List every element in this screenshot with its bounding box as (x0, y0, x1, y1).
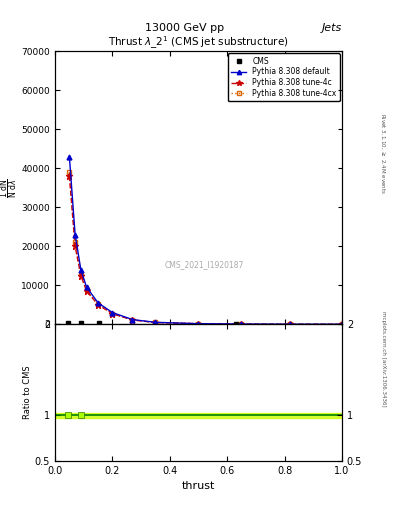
Pythia 8.308 tune-4c (288, 321, 293, 327)
Pythia 8.308 default (130, 316, 135, 323)
Pythia 8.308 tune-4c (153, 319, 158, 326)
CMS (79, 320, 83, 326)
CMS (97, 320, 102, 326)
CMS (66, 320, 70, 326)
Pythia 8.308 default (153, 319, 158, 326)
Pythia 8.308 tune-4cx (67, 169, 72, 175)
Pythia 8.308 tune-4c (110, 311, 115, 317)
Text: CMS_2021_I1920187: CMS_2021_I1920187 (165, 260, 244, 269)
Pythia 8.308 tune-4cx (239, 321, 244, 327)
Text: 13000 GeV pp: 13000 GeV pp (145, 23, 224, 33)
Pythia 8.308 default (79, 267, 83, 273)
Legend: CMS, Pythia 8.308 default, Pythia 8.308 tune-4c, Pythia 8.308 tune-4cx: CMS, Pythia 8.308 default, Pythia 8.308 … (228, 53, 340, 101)
Pythia 8.308 tune-4cx (110, 310, 115, 316)
Pythia 8.308 tune-4cx (196, 321, 201, 327)
Pythia 8.308 tune-4c (84, 288, 89, 294)
Pythia 8.308 tune-4cx (84, 287, 89, 293)
Pythia 8.308 default (67, 154, 72, 160)
X-axis label: thrust: thrust (182, 481, 215, 491)
Pythia 8.308 tune-4cx (130, 317, 135, 323)
Text: Jets: Jets (321, 23, 342, 33)
Pythia 8.308 default (73, 231, 77, 238)
Pythia 8.308 default (340, 321, 344, 327)
Text: Rivet 3.1.10, $\geq$ 2.4M events: Rivet 3.1.10, $\geq$ 2.4M events (379, 113, 387, 194)
Pythia 8.308 tune-4cx (153, 319, 158, 326)
Line: CMS: CMS (66, 321, 238, 326)
Pythia 8.308 tune-4c (130, 317, 135, 323)
Pythia 8.308 tune-4cx (79, 270, 83, 276)
Text: mcplots.cern.ch [arXiv:1306.3436]: mcplots.cern.ch [arXiv:1306.3436] (381, 311, 386, 406)
Pythia 8.308 tune-4cx (288, 321, 293, 327)
Pythia 8.308 default (110, 309, 115, 315)
CMS (233, 321, 238, 327)
Pythia 8.308 default (96, 300, 101, 306)
Pythia 8.308 tune-4cx (340, 321, 344, 327)
Pythia 8.308 tune-4cx (73, 239, 77, 245)
Pythia 8.308 default (288, 321, 293, 327)
Pythia 8.308 tune-4c (340, 321, 344, 327)
Y-axis label: $\frac{1}{\mathrm{N}} \frac{\mathrm{d}\mathrm{N}}{\mathrm{d}\lambda}$: $\frac{1}{\mathrm{N}} \frac{\mathrm{d}\m… (0, 178, 20, 198)
Pythia 8.308 tune-4c (67, 173, 72, 179)
Pythia 8.308 tune-4c (73, 243, 77, 249)
Pythia 8.308 tune-4c (239, 321, 244, 327)
Pythia 8.308 tune-4cx (96, 301, 101, 307)
Title: Thrust $\lambda\_2^1$ (CMS jet substructure): Thrust $\lambda\_2^1$ (CMS jet substruct… (108, 35, 289, 51)
Line: Pythia 8.308 default: Pythia 8.308 default (67, 154, 344, 327)
Pythia 8.308 default (239, 321, 244, 327)
Pythia 8.308 default (84, 284, 89, 290)
Pythia 8.308 tune-4c (96, 302, 101, 308)
Pythia 8.308 default (196, 321, 201, 327)
Pythia 8.308 tune-4c (79, 272, 83, 279)
Line: Pythia 8.308 tune-4cx: Pythia 8.308 tune-4cx (67, 169, 344, 327)
Line: Pythia 8.308 tune-4c: Pythia 8.308 tune-4c (66, 173, 345, 327)
Y-axis label: Ratio to CMS: Ratio to CMS (23, 366, 32, 419)
Bar (55, 413, 342, 418)
Pythia 8.308 tune-4c (196, 321, 201, 327)
